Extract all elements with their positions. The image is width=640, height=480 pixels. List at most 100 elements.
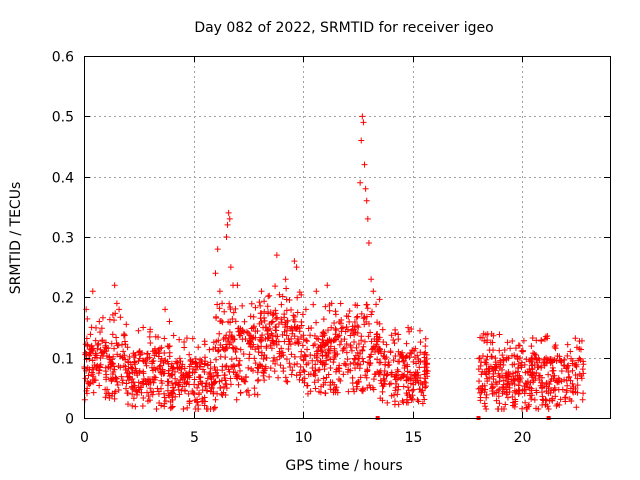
data-point [368, 351, 375, 358]
data-point [114, 381, 121, 388]
data-point [138, 389, 145, 396]
data-point [219, 300, 226, 307]
data-point [304, 346, 311, 353]
data-point [223, 362, 230, 369]
data-point [144, 350, 151, 357]
data-point [308, 324, 315, 331]
data-point [344, 356, 351, 363]
data-point [280, 368, 287, 375]
data-point [298, 348, 305, 355]
data-point [476, 378, 483, 385]
data-point [233, 396, 240, 403]
data-point [219, 319, 226, 326]
data-point [344, 369, 351, 376]
data-markers [81, 113, 587, 412]
data-point [421, 378, 428, 385]
data-point [232, 345, 239, 352]
data-point [243, 373, 250, 380]
data-point [147, 339, 154, 346]
data-point [310, 342, 317, 349]
data-point [187, 357, 194, 364]
data-point [174, 359, 181, 366]
data-point [301, 352, 308, 359]
data-point [481, 337, 488, 344]
data-point [215, 337, 222, 344]
data-point [258, 349, 265, 356]
data-point [164, 382, 171, 389]
data-point [528, 396, 535, 403]
data-point [162, 398, 169, 405]
data-point [215, 347, 222, 354]
data-point [109, 392, 116, 399]
data-point [522, 399, 529, 406]
data-point [282, 276, 289, 283]
data-point [135, 379, 142, 386]
data-point [571, 361, 578, 368]
data-point [406, 328, 413, 335]
data-point [173, 379, 180, 386]
data-point [140, 324, 147, 331]
data-point [227, 339, 234, 346]
data-point [324, 282, 331, 289]
data-point [359, 346, 366, 353]
data-point [143, 356, 150, 363]
data-point [355, 340, 362, 347]
data-point [507, 345, 514, 352]
data-point [239, 336, 246, 343]
data-point [552, 393, 559, 400]
data-point [117, 353, 124, 360]
data-point [528, 355, 535, 362]
data-point [263, 354, 270, 361]
data-point [573, 344, 580, 351]
data-point [225, 209, 232, 216]
data-point [257, 338, 264, 345]
data-point [98, 325, 105, 332]
data-point [564, 352, 571, 359]
data-point [294, 360, 301, 367]
data-point [218, 317, 225, 324]
data-point [250, 324, 257, 331]
data-point [423, 351, 430, 358]
data-point [204, 362, 211, 369]
data-point [147, 326, 154, 333]
data-point [512, 345, 519, 352]
data-point [493, 397, 500, 404]
data-point [271, 368, 278, 375]
data-point [569, 380, 576, 387]
data-point [322, 341, 329, 348]
data-point [479, 334, 486, 341]
data-point [212, 369, 219, 376]
data-point [332, 352, 339, 359]
data-point [324, 339, 331, 346]
data-point [133, 388, 140, 395]
data-point [512, 389, 519, 396]
data-point [267, 365, 274, 372]
y-axis-ticks: 0 0.1 0.2 0.3 0.4 0.5 0.6 [52, 50, 610, 428]
data-point [215, 348, 222, 355]
data-point [262, 335, 269, 342]
data-point [394, 366, 401, 373]
data-point [227, 304, 234, 311]
data-point [576, 355, 583, 362]
data-point [267, 342, 274, 349]
data-point [395, 386, 402, 393]
data-point [120, 362, 127, 369]
data-point [140, 376, 147, 383]
data-point [531, 350, 538, 357]
data-point [270, 357, 277, 364]
data-point [274, 356, 281, 363]
data-point [569, 360, 576, 367]
data-point [122, 385, 129, 392]
data-point [228, 334, 235, 341]
data-point [82, 341, 89, 348]
data-point [390, 357, 397, 364]
data-point [324, 327, 331, 334]
data-point [162, 306, 169, 313]
data-point [161, 394, 168, 401]
data-point [169, 403, 176, 410]
data-point [109, 370, 116, 377]
data-point [490, 366, 497, 373]
data-point [422, 375, 429, 382]
data-point [348, 347, 355, 354]
data-point [515, 382, 522, 389]
